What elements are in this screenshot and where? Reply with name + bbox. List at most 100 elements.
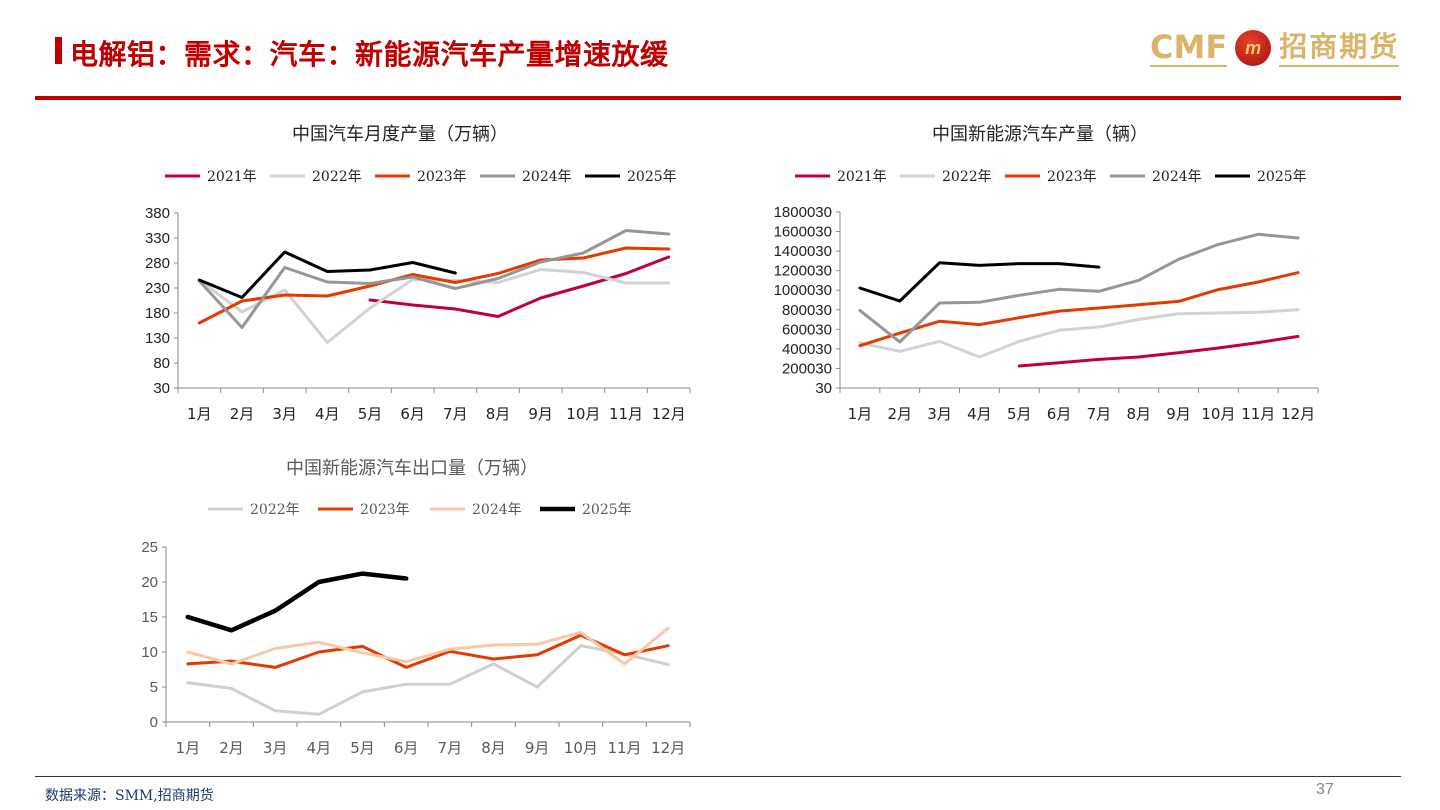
data-source: 数据来源：SMM,招商期货 <box>45 788 214 804</box>
chart-1-x-tick-label: 12月 <box>652 405 686 423</box>
chart-2-y-tick-label: 1600030 <box>774 224 832 241</box>
chart-3-legend-label: 2023年 <box>360 502 410 518</box>
chart-1-series-2025-line <box>197 250 457 299</box>
chart-3-x-tick-label: 11月 <box>607 739 641 757</box>
chart-3-series-2025-line <box>185 571 409 633</box>
company-logo: CMF m 招商期货 <box>1150 26 1400 70</box>
chart-1-x-tick-label: 6月 <box>400 405 425 423</box>
chart-1-series-2023-line <box>197 246 671 325</box>
chart-1-series-2022-line <box>197 268 671 344</box>
chart-1-y-tick-label: 230 <box>145 280 170 297</box>
chart-2-x-tick-label: 2月 <box>887 405 912 423</box>
chart-1-legend-label: 2024年 <box>522 169 572 185</box>
logo-company-name: 招商期货 <box>1279 29 1400 67</box>
chart-1-legend-label: 2025年 <box>627 169 677 185</box>
chart-1-legend-label: 2022年 <box>312 169 362 185</box>
chart-2-legend-label: 2024年 <box>1152 169 1202 185</box>
chart-1-series-2021-line <box>368 255 671 318</box>
chart-3-x-tick-label: 10月 <box>564 739 598 757</box>
chart-2-y-tick-label: 200030 <box>782 360 832 377</box>
footer-divider <box>35 776 1401 777</box>
chart-2-legend-label: 2023年 <box>1047 169 1097 185</box>
chart-3-x-tick-label: 4月 <box>307 739 332 757</box>
chart-3-x-tick-label: 3月 <box>263 739 288 757</box>
chart-1-y-tick-label: 330 <box>145 230 170 247</box>
chart-1-legend-label: 2023年 <box>417 169 467 185</box>
chart-2-x-tick-label: 8月 <box>1126 405 1151 423</box>
chart-2-x-tick-label: 10月 <box>1201 405 1235 423</box>
chart-2-series-2024-line <box>858 232 1300 344</box>
chart-3-x-tick-label: 12月 <box>651 739 685 757</box>
chart-3-y-tick-label: 5 <box>150 679 158 696</box>
chart-2-y-tick-label: 600030 <box>782 321 832 338</box>
chart-3-y-tick-label: 20 <box>141 574 158 591</box>
chart-1-x-tick-label: 2月 <box>230 405 255 423</box>
chart-3-legend-label: 2025年 <box>582 502 632 518</box>
chart-2-series-2023-line <box>858 271 1300 348</box>
chart-1-series-2024-line <box>197 229 671 329</box>
chart-2-x-tick-label: 6月 <box>1047 405 1072 423</box>
chart-3-legend-label: 2024年 <box>472 502 522 518</box>
chart-1-x-tick-label: 1月 <box>187 405 212 423</box>
chart-2-x-tick-label: 4月 <box>967 405 992 423</box>
chart-2-legend-label: 2022年 <box>942 169 992 185</box>
chart-2-y-tick-label: 30 <box>815 380 832 397</box>
chart-1-x-tick-label: 3月 <box>272 405 297 423</box>
chart-1-y-tick-label: 280 <box>145 255 170 272</box>
chart-3-x-tick-label: 1月 <box>176 739 201 757</box>
chart-3-series-2022-line <box>186 644 670 716</box>
chart-2-y-tick-label: 1000030 <box>774 282 832 299</box>
page-title: 电解铝：需求：汽车：新能源汽车产量增速放缓 <box>70 38 669 71</box>
chart-2-series-2021-line <box>1017 334 1300 368</box>
chart-3-x-tick-label: 6月 <box>394 739 419 757</box>
chart-3-series-2024-line <box>186 626 670 666</box>
chart-2-series-2022-line <box>858 308 1300 359</box>
chart-1-legend-label: 2021年 <box>207 169 257 185</box>
chart-2-x-tick-label: 5月 <box>1007 405 1032 423</box>
chart-2-x-tick-label: 1月 <box>848 405 873 423</box>
chart-2-y-tick-label: 800030 <box>782 302 832 319</box>
chart-3-y-tick-label: 0 <box>150 714 158 731</box>
logo-emblem-icon: m <box>1235 30 1272 66</box>
chart-1-y-tick-label: 380 <box>145 205 170 222</box>
logo-cmf-text: CMF <box>1150 28 1228 67</box>
page-number: 37 <box>1316 781 1334 798</box>
chart-3-y-tick-label: 15 <box>141 609 158 626</box>
chart-1-x-tick-label: 8月 <box>486 405 511 423</box>
chart-2-y-tick-label: 1800030 <box>774 204 832 221</box>
chart-2-title: 中国新能源汽车产量（辆） <box>932 124 1148 145</box>
chart-2-x-tick-label: 9月 <box>1166 405 1191 423</box>
chart-2-legend-label: 2021年 <box>837 169 887 185</box>
chart-1-y-tick-label: 30 <box>153 380 170 397</box>
chart-1-x-tick-label: 11月 <box>609 405 643 423</box>
header-divider <box>35 96 1401 100</box>
chart-3-y-tick-label: 10 <box>141 644 158 661</box>
chart-3-x-tick-label: 8月 <box>481 739 506 757</box>
chart-3-title: 中国新能源汽车出口量（万辆） <box>286 458 538 479</box>
chart-1-x-tick-label: 5月 <box>358 405 383 423</box>
chart-1-y-tick-label: 180 <box>145 305 170 322</box>
chart-1-title: 中国汽车月度产量（万辆） <box>292 124 508 145</box>
title-accent-bar <box>55 37 62 64</box>
chart-3-series-2023-line <box>186 633 670 669</box>
chart-3-x-tick-label: 5月 <box>350 739 375 757</box>
chart-1-x-tick-label: 7月 <box>443 405 468 423</box>
chart-2-legend-label: 2025年 <box>1257 169 1307 185</box>
chart-2-x-tick-label: 3月 <box>927 405 952 423</box>
chart-1-x-tick-label: 4月 <box>315 405 340 423</box>
chart-2-y-tick-label: 400030 <box>782 341 832 358</box>
chart-2-x-tick-label: 7月 <box>1087 405 1112 423</box>
chart-2-y-tick-label: 1200030 <box>774 263 832 280</box>
chart-2-series-2025-line <box>858 261 1101 303</box>
chart-1-x-tick-label: 10月 <box>566 405 600 423</box>
chart-2-x-tick-label: 11月 <box>1241 405 1275 423</box>
chart-3-legend-label: 2022年 <box>250 502 300 518</box>
chart-2-y-tick-label: 1400030 <box>774 243 832 260</box>
chart-2-x-tick-label: 12月 <box>1281 405 1315 423</box>
chart-3-x-tick-label: 9月 <box>525 739 550 757</box>
chart-3-x-tick-label: 2月 <box>219 739 244 757</box>
chart-1-x-tick-label: 9月 <box>528 405 553 423</box>
chart-3-y-tick-label: 25 <box>141 539 158 556</box>
chart-3-x-tick-label: 7月 <box>438 739 463 757</box>
